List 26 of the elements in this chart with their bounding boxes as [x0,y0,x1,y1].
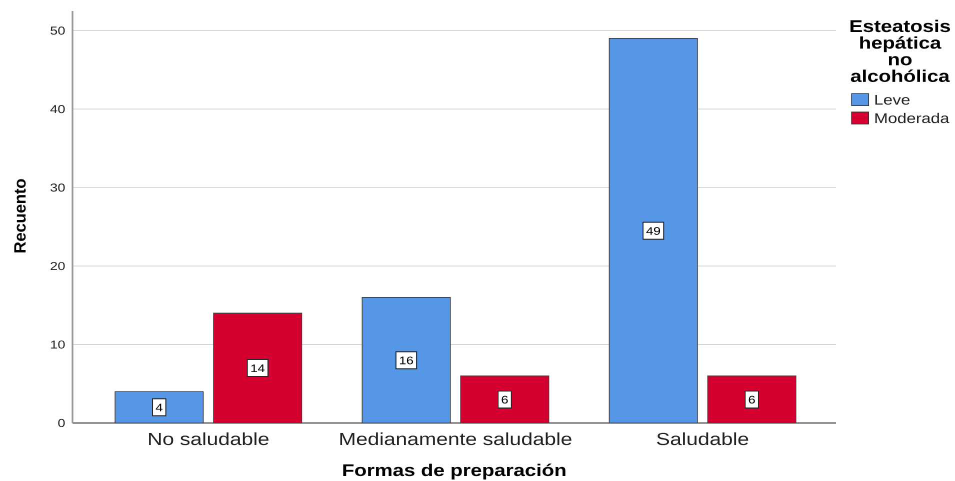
bar [362,297,451,424]
x-tick-label: No saludable [149,432,268,446]
data-label: 6 [748,396,755,404]
data-label: 16 [400,356,413,364]
y-tick-label: 0 [58,418,65,428]
y-tick-label: 40 [50,105,65,114]
y-tick-label: 10 [51,340,65,349]
y-tick-label: 50 [50,26,65,35]
data-label: 49 [646,227,660,235]
data-label: 14 [251,364,265,372]
y-tick-label: 20 [50,262,65,270]
y-tick-label: 30 [50,184,65,192]
legend-title: Esteatosis hepática no alcohólica [850,20,950,82]
bar [213,312,302,424]
bar [608,38,698,424]
data-label: 6 [502,396,508,404]
legend-label: Leve [875,94,910,105]
x-axis-title: Formas de preparación [343,464,566,480]
legend-label: Moderada [875,112,950,124]
bar [460,376,550,424]
x-tick-label: Medianamente saludable [340,432,572,446]
y-axis-title: Recuento [14,179,26,252]
x-tick-label: Saludable [657,432,748,446]
bar [707,376,796,424]
bar [114,391,204,424]
data-label: 4 [156,404,162,412]
